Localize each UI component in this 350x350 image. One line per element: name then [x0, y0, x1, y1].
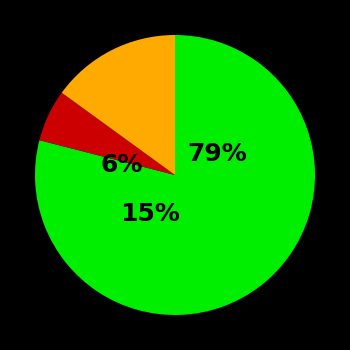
Text: 6%: 6% [100, 153, 143, 177]
Wedge shape [35, 35, 315, 315]
Text: 15%: 15% [120, 202, 180, 226]
Wedge shape [62, 35, 175, 175]
Wedge shape [40, 93, 175, 175]
Text: 79%: 79% [187, 142, 247, 166]
